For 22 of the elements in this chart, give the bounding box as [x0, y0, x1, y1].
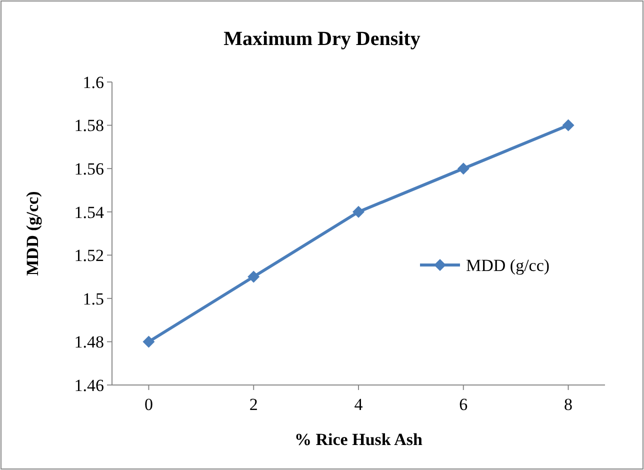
point: [352, 206, 364, 218]
y-tick-label: 1.56: [74, 160, 104, 179]
y-tick-label: 1.5: [82, 289, 104, 308]
y-tick-label: 1.46: [74, 376, 104, 395]
x-tick-label: 4: [354, 395, 364, 414]
y-tick-label: 1.52: [74, 246, 104, 266]
point: [142, 336, 155, 348]
x-tick-label: 0: [144, 395, 153, 414]
x-tick-label: 8: [564, 395, 573, 414]
y-tick-label: 1.54: [74, 202, 104, 222]
y-tick-label: 1.58: [74, 116, 104, 136]
x-tick-label: 2: [249, 395, 258, 414]
y-tick-label: 1.48: [74, 332, 104, 352]
point: [457, 162, 470, 175]
point: [562, 119, 574, 132]
x-tick-label: 6: [459, 395, 468, 414]
y-tick-label: 1.6: [82, 72, 104, 92]
x-axis-title: % Rice Husk Ash: [294, 430, 424, 449]
y-axis-title: MDD (g/cc): [23, 191, 42, 276]
chart-title: Maximum Dry Density: [224, 28, 420, 50]
legend-label: MDD (g/cc): [466, 256, 550, 275]
point: [248, 270, 260, 283]
